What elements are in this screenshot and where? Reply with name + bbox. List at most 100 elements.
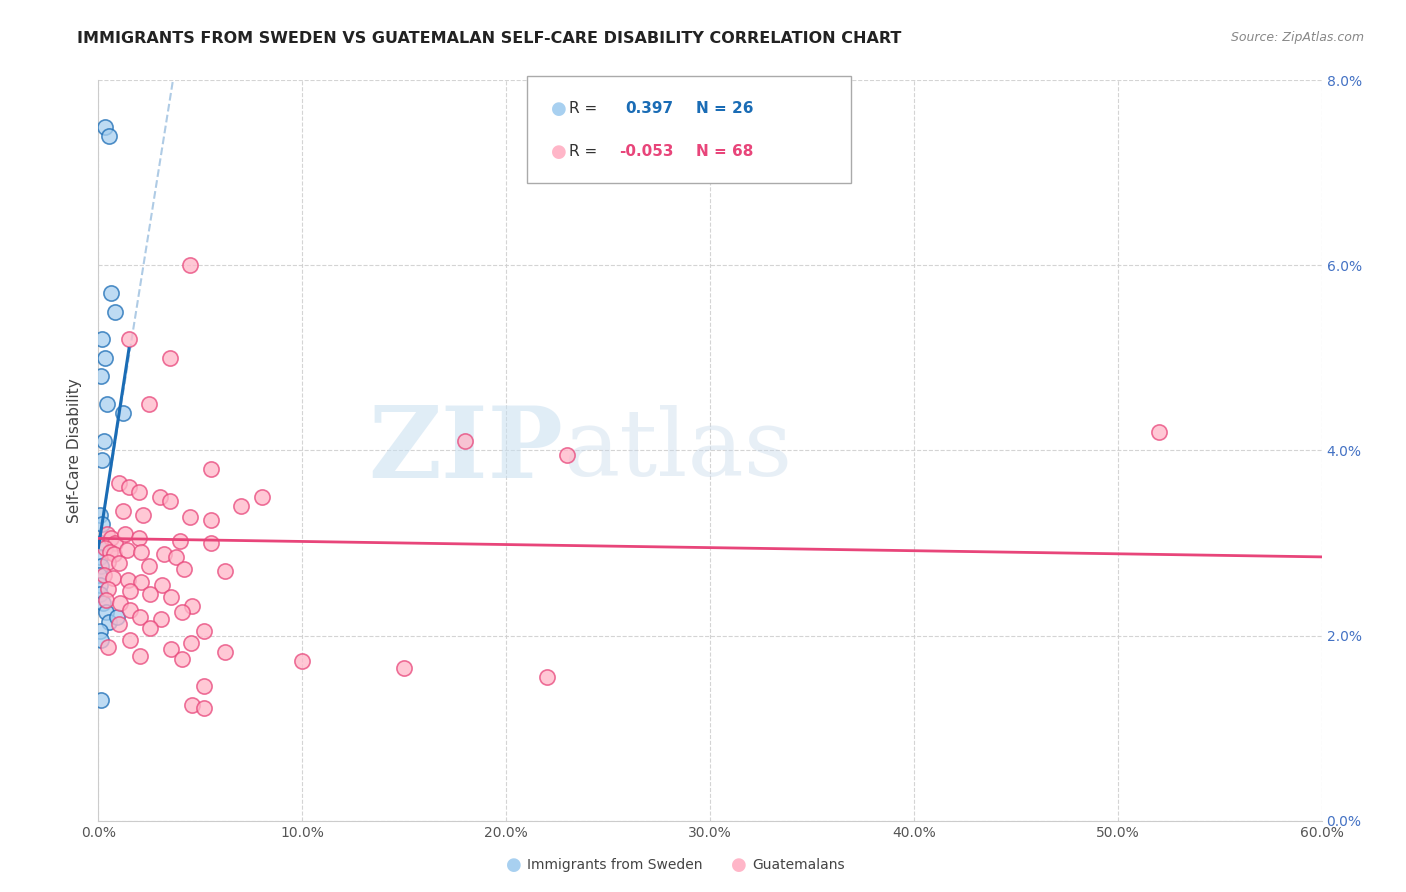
Point — [200, 536, 222, 550]
Text: -0.053: -0.053 — [619, 145, 673, 159]
Point — [93, 120, 115, 134]
Point — [100, 532, 122, 546]
Point — [108, 475, 131, 490]
Point — [200, 513, 222, 527]
Point — [231, 499, 253, 513]
Point — [118, 332, 141, 346]
Text: N = 68: N = 68 — [696, 145, 754, 159]
Point — [97, 555, 120, 569]
Point — [104, 536, 127, 550]
Point — [139, 621, 162, 635]
Text: ●: ● — [551, 143, 567, 161]
Point — [454, 434, 477, 449]
Text: 0.397: 0.397 — [626, 102, 673, 116]
Point — [165, 549, 187, 564]
Point — [159, 351, 181, 365]
Text: R =: R = — [569, 102, 598, 116]
Point — [96, 397, 118, 411]
Point — [536, 670, 558, 684]
Text: Immigrants from Sweden: Immigrants from Sweden — [527, 858, 703, 872]
Point — [139, 587, 162, 601]
Point — [115, 543, 138, 558]
Point — [129, 574, 152, 589]
Point — [291, 655, 314, 669]
Point — [96, 526, 118, 541]
Text: ●: ● — [731, 856, 747, 874]
Point — [214, 645, 236, 659]
Point — [98, 545, 121, 559]
Point — [93, 541, 115, 555]
Point — [91, 332, 114, 346]
Point — [90, 633, 112, 648]
Point — [179, 259, 201, 273]
Point — [180, 636, 202, 650]
Point — [555, 448, 579, 462]
Point — [169, 534, 191, 549]
Point — [128, 532, 150, 546]
Point — [91, 596, 114, 610]
Point — [214, 564, 236, 578]
Point — [89, 624, 111, 638]
Point — [89, 587, 111, 601]
Text: IMMIGRANTS FROM SWEDEN VS GUATEMALAN SELF-CARE DISABILITY CORRELATION CHART: IMMIGRANTS FROM SWEDEN VS GUATEMALAN SEL… — [77, 31, 901, 46]
Point — [250, 490, 273, 504]
Point — [90, 536, 112, 550]
Point — [159, 494, 181, 508]
Point — [138, 397, 160, 411]
Point — [152, 547, 174, 561]
Point — [97, 640, 120, 654]
Point — [93, 568, 115, 582]
Point — [91, 452, 114, 467]
Point — [108, 617, 131, 632]
Point — [138, 559, 160, 574]
Text: ●: ● — [506, 856, 522, 874]
Point — [173, 562, 195, 576]
Point — [111, 503, 134, 517]
Point — [181, 599, 204, 613]
Text: Source: ZipAtlas.com: Source: ZipAtlas.com — [1230, 31, 1364, 45]
Point — [193, 680, 215, 694]
Point — [159, 642, 181, 657]
Text: Guatemalans: Guatemalans — [752, 858, 845, 872]
Point — [93, 434, 115, 449]
Point — [114, 526, 136, 541]
Point — [1147, 425, 1170, 439]
Text: R =: R = — [569, 145, 598, 159]
Y-axis label: Self-Care Disability: Self-Care Disability — [67, 378, 83, 523]
Point — [97, 615, 120, 629]
Point — [149, 612, 172, 626]
Point — [159, 590, 181, 604]
Point — [170, 606, 193, 620]
Point — [132, 508, 155, 523]
Point — [118, 602, 141, 616]
Point — [97, 128, 120, 143]
Point — [97, 582, 120, 597]
Point — [93, 351, 115, 365]
Point — [193, 624, 215, 638]
Point — [129, 648, 152, 663]
Point — [89, 508, 111, 523]
Text: ZIP: ZIP — [368, 402, 564, 499]
Point — [94, 606, 117, 620]
Point — [103, 547, 125, 561]
Point — [200, 462, 222, 476]
Point — [149, 490, 172, 504]
Point — [101, 571, 124, 585]
Point — [193, 700, 215, 714]
Point — [117, 573, 139, 587]
Point — [111, 407, 134, 421]
Point — [89, 577, 111, 591]
Text: atlas: atlas — [564, 406, 793, 495]
Text: N = 26: N = 26 — [696, 102, 754, 116]
Point — [118, 633, 141, 648]
Point — [118, 480, 141, 494]
Point — [129, 545, 152, 559]
Point — [90, 559, 112, 574]
Point — [89, 549, 111, 564]
Point — [104, 304, 127, 318]
Point — [100, 286, 122, 301]
Point — [392, 661, 416, 675]
Point — [179, 510, 201, 524]
Point — [172, 651, 194, 665]
Point — [150, 577, 173, 591]
